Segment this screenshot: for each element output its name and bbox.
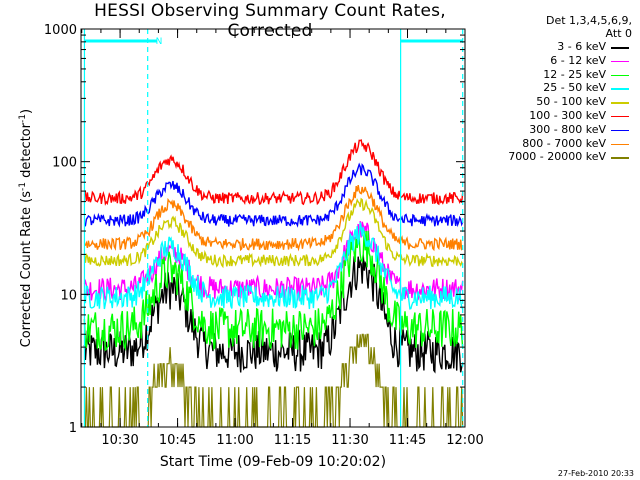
series-line-2 bbox=[83, 221, 464, 302]
legend-entry-8: 800 - 7000 keV bbox=[482, 137, 632, 151]
x-tick-label-1: 10:45 bbox=[159, 433, 196, 448]
series-line-4 bbox=[83, 222, 464, 310]
y-tick-label-3: 1000 bbox=[44, 23, 77, 38]
y-axis-label-part-3: ) bbox=[19, 108, 35, 115]
legend-swatch bbox=[611, 60, 629, 63]
x-axis-label: Start Time (09-Feb-09 10:20:02) bbox=[159, 454, 387, 470]
legend-entry-label: 25 - 50 keV bbox=[543, 81, 606, 95]
legend-entry-1: 3 - 6 keV bbox=[482, 40, 632, 54]
y-tick-label-0: 1 bbox=[69, 421, 77, 436]
legend-entry-label: 800 - 7000 keV bbox=[522, 136, 606, 150]
timestamp-footer: 27-Feb-2010 20:33 bbox=[557, 469, 634, 478]
legend-entry-label: 3 - 6 keV bbox=[557, 40, 606, 53]
y-tick-label-2: 100 bbox=[52, 156, 77, 171]
x-tick-label-4: 11:30 bbox=[331, 433, 368, 448]
legend-entry-label: 6 - 12 keV bbox=[550, 53, 606, 67]
series-line-8 bbox=[84, 184, 464, 252]
x-tick-label-5: 11:45 bbox=[389, 433, 426, 448]
legend-entry-7: 300 - 800 keV bbox=[482, 123, 632, 137]
legend-entry-label: 100 - 300 keV bbox=[529, 108, 606, 122]
legend-entry-3: 12 - 25 keV bbox=[482, 68, 632, 82]
legend-entry-label: 300 - 800 keV bbox=[529, 122, 606, 136]
series-line-1 bbox=[83, 254, 464, 374]
legend-swatch bbox=[611, 157, 629, 159]
x-tick-label-6: 12:00 bbox=[446, 433, 483, 448]
legend-swatch bbox=[611, 129, 629, 132]
legend-entry-label: 12 - 25 keV bbox=[543, 67, 606, 81]
legend-header-line-2: Att 0 bbox=[605, 27, 632, 40]
y-axis-label-part-2: detector bbox=[19, 123, 35, 183]
x-tick-label-2: 11:00 bbox=[216, 433, 253, 448]
plot-frame bbox=[80, 28, 466, 428]
legend-entry-6: 100 - 300 keV bbox=[482, 109, 632, 123]
y-axis-label-exp-2: -1 bbox=[17, 114, 28, 124]
legend-swatch bbox=[611, 47, 629, 49]
legend-header-line-1: Det 1,3,4,5,6,9, bbox=[545, 14, 632, 27]
legend-swatch bbox=[611, 102, 629, 104]
legend-entry-4: 25 - 50 keV bbox=[482, 81, 632, 95]
legend-rows: 3 - 6 keV 6 - 12 keV 12 - 25 keV 25 - 50 ke… bbox=[482, 40, 632, 164]
x-tick-label-3: 11:15 bbox=[274, 433, 311, 448]
y-tick-label-1: 10 bbox=[60, 288, 77, 303]
legend-entry-9: 7000 - 20000 keV bbox=[482, 150, 632, 164]
legend-entry-5: 50 - 100 keV bbox=[482, 95, 632, 109]
plot-lines bbox=[83, 139, 464, 428]
legend-swatch bbox=[611, 115, 629, 118]
y-axis-label-part-1: Corrected Count Rate (s bbox=[19, 191, 35, 348]
series-line-5 bbox=[83, 197, 464, 269]
legend: Det 1,3,4,5,6,9, Att 0 3 - 6 keV 6 - 12 k… bbox=[482, 14, 632, 164]
legend-swatch bbox=[611, 74, 629, 77]
chart-title: HESSI Observing Summary Count Rates, Cor… bbox=[94, 1, 446, 41]
y-axis-label: Corrected Count Rate (s-1 detector-1) bbox=[18, 78, 34, 378]
legend-entry-label: 50 - 100 keV bbox=[536, 95, 606, 109]
annotation-label-6: N bbox=[156, 37, 163, 47]
legend-entry-label: 7000 - 20000 keV bbox=[508, 150, 606, 164]
series-line-3 bbox=[83, 230, 464, 352]
y-axis-label-exp-1: -1 bbox=[17, 182, 28, 192]
axes: 1 10 100 1000 10:30 10:45 11:00 11:15 11:30 11:45… bbox=[44, 23, 484, 448]
legend-entry-2: 6 - 12 keV bbox=[482, 54, 632, 68]
annotations: N bbox=[83, 29, 464, 427]
legend-swatch bbox=[611, 143, 629, 146]
series-line-6 bbox=[83, 139, 464, 206]
legend-swatch bbox=[611, 88, 629, 90]
x-tick-label-0: 10:30 bbox=[101, 433, 138, 448]
